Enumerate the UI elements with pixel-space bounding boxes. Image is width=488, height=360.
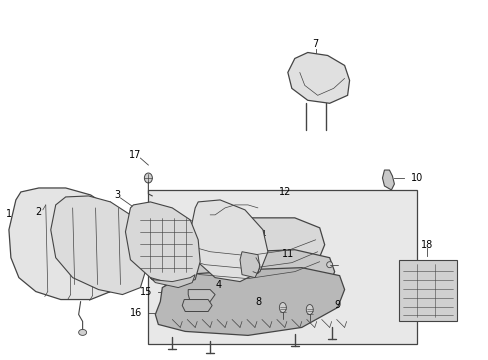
- Polygon shape: [9, 188, 130, 300]
- Polygon shape: [155, 268, 344, 336]
- Polygon shape: [150, 275, 195, 288]
- Text: 13: 13: [189, 232, 202, 242]
- Polygon shape: [51, 196, 148, 294]
- Polygon shape: [382, 170, 394, 190]
- Text: 2: 2: [36, 207, 42, 217]
- Polygon shape: [188, 289, 215, 302]
- Text: 6: 6: [176, 219, 182, 229]
- Polygon shape: [287, 53, 349, 103]
- Polygon shape: [125, 202, 200, 285]
- Text: 9: 9: [334, 300, 340, 310]
- Bar: [148, 190, 416, 345]
- Polygon shape: [240, 252, 260, 278]
- Text: 11: 11: [281, 249, 293, 259]
- Text: 4: 4: [215, 280, 221, 289]
- Text: 3: 3: [114, 190, 121, 200]
- Text: 16: 16: [130, 309, 142, 319]
- Bar: [399, 260, 456, 321]
- Polygon shape: [190, 200, 267, 282]
- Ellipse shape: [305, 305, 313, 315]
- Text: 15: 15: [140, 287, 152, 297]
- Ellipse shape: [144, 173, 152, 183]
- Text: 18: 18: [420, 240, 432, 250]
- Polygon shape: [168, 218, 324, 284]
- Text: 10: 10: [410, 173, 423, 183]
- Polygon shape: [182, 300, 212, 311]
- Text: 12: 12: [278, 187, 290, 197]
- Text: 1: 1: [6, 209, 12, 219]
- Text: 5: 5: [198, 293, 204, 302]
- Ellipse shape: [79, 329, 86, 336]
- Text: 14: 14: [254, 230, 266, 240]
- Text: 8: 8: [255, 297, 262, 306]
- Text: 7: 7: [312, 39, 318, 49]
- Polygon shape: [162, 250, 334, 314]
- Ellipse shape: [279, 302, 286, 312]
- Ellipse shape: [326, 262, 332, 268]
- Text: 17: 17: [129, 150, 142, 160]
